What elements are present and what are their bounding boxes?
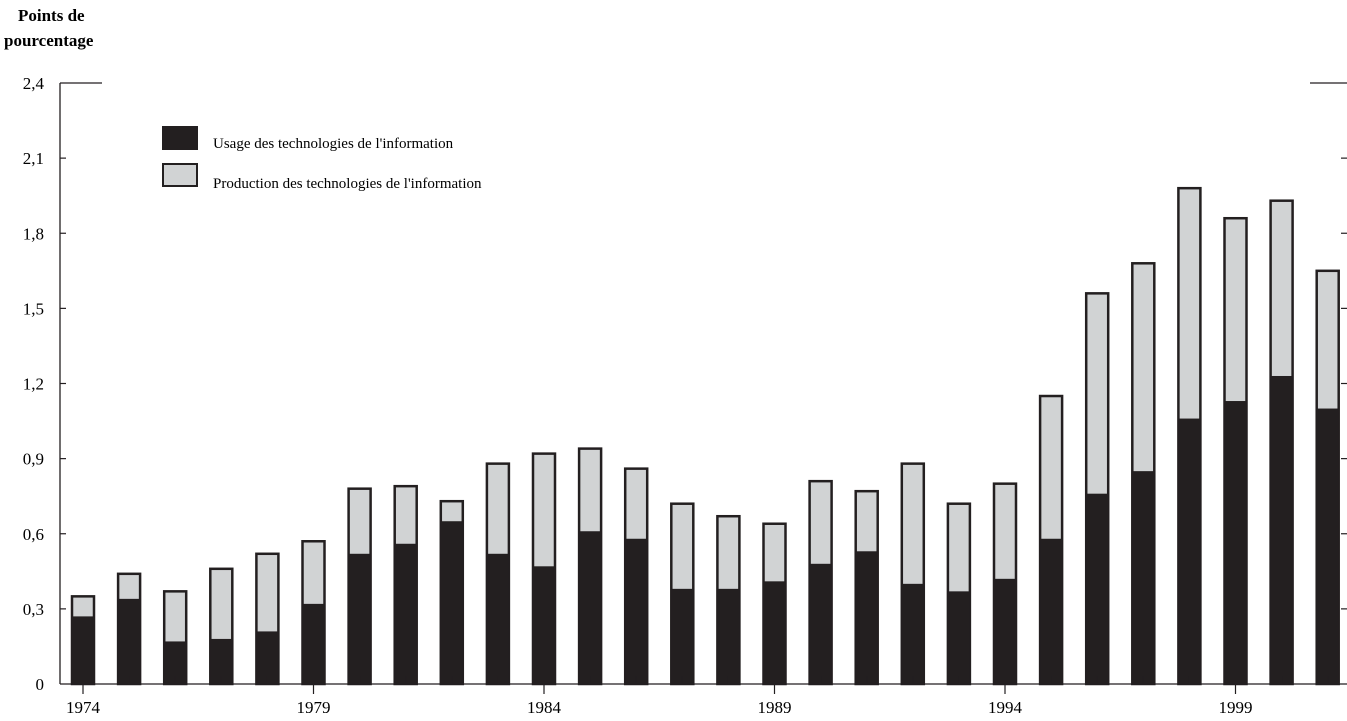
bar-usage xyxy=(72,616,94,684)
bar-usage xyxy=(164,641,187,684)
bars xyxy=(70,186,1340,686)
bar-usage xyxy=(118,598,141,684)
x-tick-label: 1979 xyxy=(297,698,331,717)
y-tick-label: 2,1 xyxy=(23,149,44,168)
bar-usage xyxy=(1086,493,1109,684)
bar-usage xyxy=(1132,471,1155,684)
bar-usage xyxy=(763,581,786,684)
bar-usage xyxy=(302,603,325,684)
legend: Usage des technologies de l'information … xyxy=(162,126,482,192)
y-tick-label: 1,8 xyxy=(23,224,44,243)
y-tick-label: 2,4 xyxy=(23,74,45,93)
bar-usage xyxy=(625,538,648,684)
x-tick-label: 1989 xyxy=(758,698,792,717)
legend-swatch-production xyxy=(162,163,198,187)
bar-usage xyxy=(1178,418,1201,684)
y-tick-label: 0 xyxy=(36,675,45,694)
legend-label-usage: Usage des technologies de l'information xyxy=(213,136,454,152)
bar-usage xyxy=(533,566,555,684)
bar-usage xyxy=(717,588,740,684)
bar-usage xyxy=(1040,538,1063,684)
bar-usage xyxy=(348,553,371,684)
bar-usage xyxy=(210,638,233,684)
x-tick-label: 1999 xyxy=(1219,698,1253,717)
x-axis-ticks: 1974 1979 1984 1989 1994 1999 xyxy=(66,676,1329,717)
bar-usage xyxy=(579,531,602,684)
bar-usage xyxy=(256,631,279,684)
bar-usage xyxy=(1224,401,1247,684)
legend-swatch-usage xyxy=(162,126,198,150)
x-tick-label: 1984 xyxy=(527,698,562,717)
bar-usage xyxy=(901,583,924,684)
y-tick-label: 0,3 xyxy=(23,600,44,619)
bar-usage xyxy=(809,563,832,684)
y-tick-label: 0,6 xyxy=(23,525,44,544)
bar-usage xyxy=(1316,408,1339,684)
bar-usage xyxy=(1270,375,1293,684)
y-axis-label-line2: pourcentage xyxy=(4,31,94,50)
x-tick-label: 1974 xyxy=(66,698,101,717)
bar-usage xyxy=(994,578,1016,684)
y-tick-label: 1,2 xyxy=(23,375,44,394)
y-axis-label-line1: Points de xyxy=(18,6,85,25)
legend-label-production: Production des technologies de l'informa… xyxy=(213,176,482,192)
bar-usage xyxy=(671,588,694,684)
bar-usage xyxy=(440,521,463,684)
y-tick-label: 1,5 xyxy=(23,299,44,318)
bar-usage xyxy=(855,551,878,684)
bar-usage xyxy=(486,553,509,684)
y-tick-label: 0,9 xyxy=(23,450,44,469)
y-axis-ticks: 0 0,3 0,6 0,9 1,2 1,5 1,8 2,1 2,4 xyxy=(23,74,1347,694)
bar-usage xyxy=(394,543,417,684)
x-tick-label: 1994 xyxy=(988,698,1023,717)
bar-usage xyxy=(947,591,970,684)
